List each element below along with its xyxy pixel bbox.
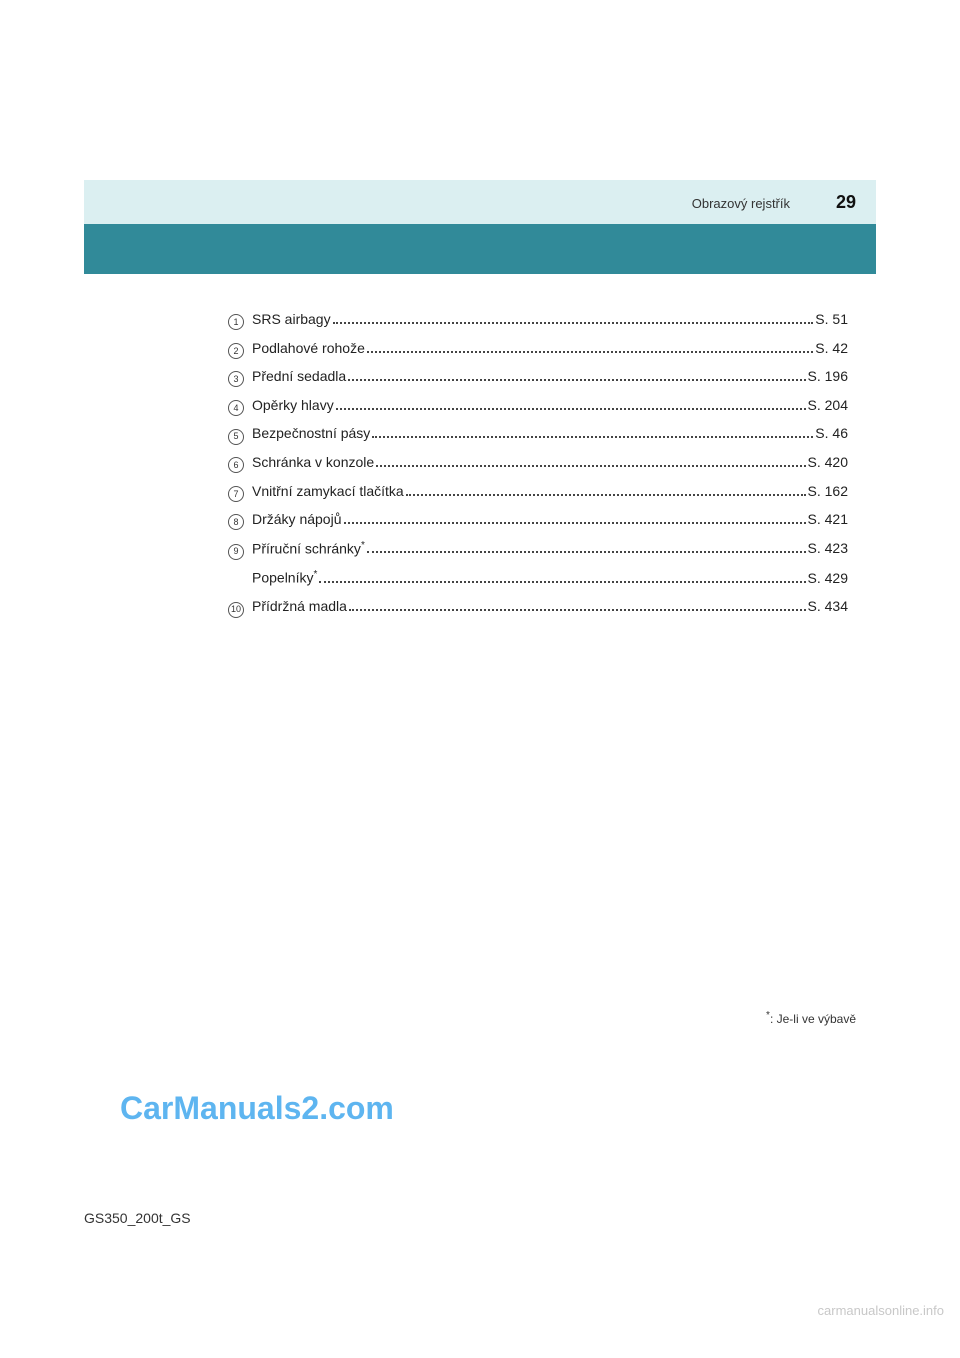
page-number: 29 xyxy=(836,192,856,213)
index-label: SRS airbagy xyxy=(252,310,331,330)
index-number-circle: 4 xyxy=(228,400,244,416)
index-page-ref: S. 421 xyxy=(808,510,848,530)
index-label: Popelníky* xyxy=(252,568,317,588)
index-label: Přídržná madla xyxy=(252,597,347,617)
leader-dots xyxy=(372,436,813,438)
index-page-ref: S. 162 xyxy=(808,482,848,502)
index-label: Přední sedadla xyxy=(252,367,346,387)
leader-dots xyxy=(336,408,806,410)
star-marker: * xyxy=(361,540,365,551)
index-page-ref: S. 420 xyxy=(808,453,848,473)
index-page-ref: S. 51 xyxy=(815,310,848,330)
index-label: Držáky nápojů xyxy=(252,510,342,530)
leader-dots xyxy=(333,322,814,324)
section-title: Obrazový rejstřík xyxy=(692,196,790,211)
index-row: 6 Schránka v konzole S. 420 xyxy=(228,453,848,473)
footnote: *: Je-li ve výbavě xyxy=(766,1010,856,1026)
index-page-ref: S. 46 xyxy=(815,424,848,444)
bottom-watermark: carmanualsonline.info xyxy=(818,1303,944,1318)
index-label-text: Příruční schránky xyxy=(252,540,361,556)
watermark-logo: CarManuals2.com xyxy=(120,1090,394,1127)
index-label: Podlahové rohože xyxy=(252,339,365,359)
index-number-circle: 6 xyxy=(228,457,244,473)
index-row: 5 Bezpečnostní pásy S. 46 xyxy=(228,424,848,444)
star-marker: * xyxy=(313,569,317,580)
footnote-text: : Je-li ve výbavě xyxy=(770,1012,856,1026)
index-label: Bezpečnostní pásy xyxy=(252,424,370,444)
index-number-circle: 3 xyxy=(228,371,244,387)
leader-dots xyxy=(344,522,806,524)
index-number-circle: 2 xyxy=(228,343,244,359)
leader-dots xyxy=(376,465,805,467)
index-row: 4 Opěrky hlavy S. 204 xyxy=(228,396,848,416)
index-label-text: Popelníky xyxy=(252,570,313,586)
index-page-ref: S. 42 xyxy=(815,339,848,359)
leader-dots xyxy=(348,379,805,381)
index-number-circle: 1 xyxy=(228,314,244,330)
index-row: 8 Držáky nápojů S. 421 xyxy=(228,510,848,530)
index-number-circle: 9 xyxy=(228,544,244,560)
header-band-dark xyxy=(84,224,876,274)
index-page-ref: S. 204 xyxy=(808,396,848,416)
leader-dots xyxy=(406,494,806,496)
index-page-ref: S. 423 xyxy=(808,539,848,559)
index-number-circle: 5 xyxy=(228,429,244,445)
index-row: 1 SRS airbagy S. 51 xyxy=(228,310,848,330)
index-page-ref: S. 434 xyxy=(808,597,848,617)
leader-dots xyxy=(319,581,805,583)
index-row: 10 Přídržná madla S. 434 xyxy=(228,597,848,617)
index-row: 2 Podlahové rohože S. 42 xyxy=(228,339,848,359)
index-label: Vnitřní zamykací tlačítka xyxy=(252,482,404,502)
model-code: GS350_200t_GS xyxy=(84,1210,191,1226)
index-number-circle: 10 xyxy=(228,602,244,618)
index-row: 3 Přední sedadla S. 196 xyxy=(228,367,848,387)
leader-dots xyxy=(349,609,806,611)
leader-dots xyxy=(367,551,806,553)
index-label: Schránka v konzole xyxy=(252,453,374,473)
leader-dots xyxy=(367,351,813,353)
index-row: 9 Příruční schránky* S. 423 xyxy=(228,539,848,559)
index-page-ref: S. 429 xyxy=(808,569,848,589)
index-number-circle: 8 xyxy=(228,514,244,530)
index-sub-row: Popelníky* S. 429 xyxy=(228,568,848,588)
index-page-ref: S. 196 xyxy=(808,367,848,387)
index-number-circle: 7 xyxy=(228,486,244,502)
index-row: 7 Vnitřní zamykací tlačítka S. 162 xyxy=(228,482,848,502)
index-label: Opěrky hlavy xyxy=(252,396,334,416)
index-label: Příruční schránky* xyxy=(252,539,365,559)
index-list: 1 SRS airbagy S. 51 2 Podlahové rohože S… xyxy=(228,310,848,626)
